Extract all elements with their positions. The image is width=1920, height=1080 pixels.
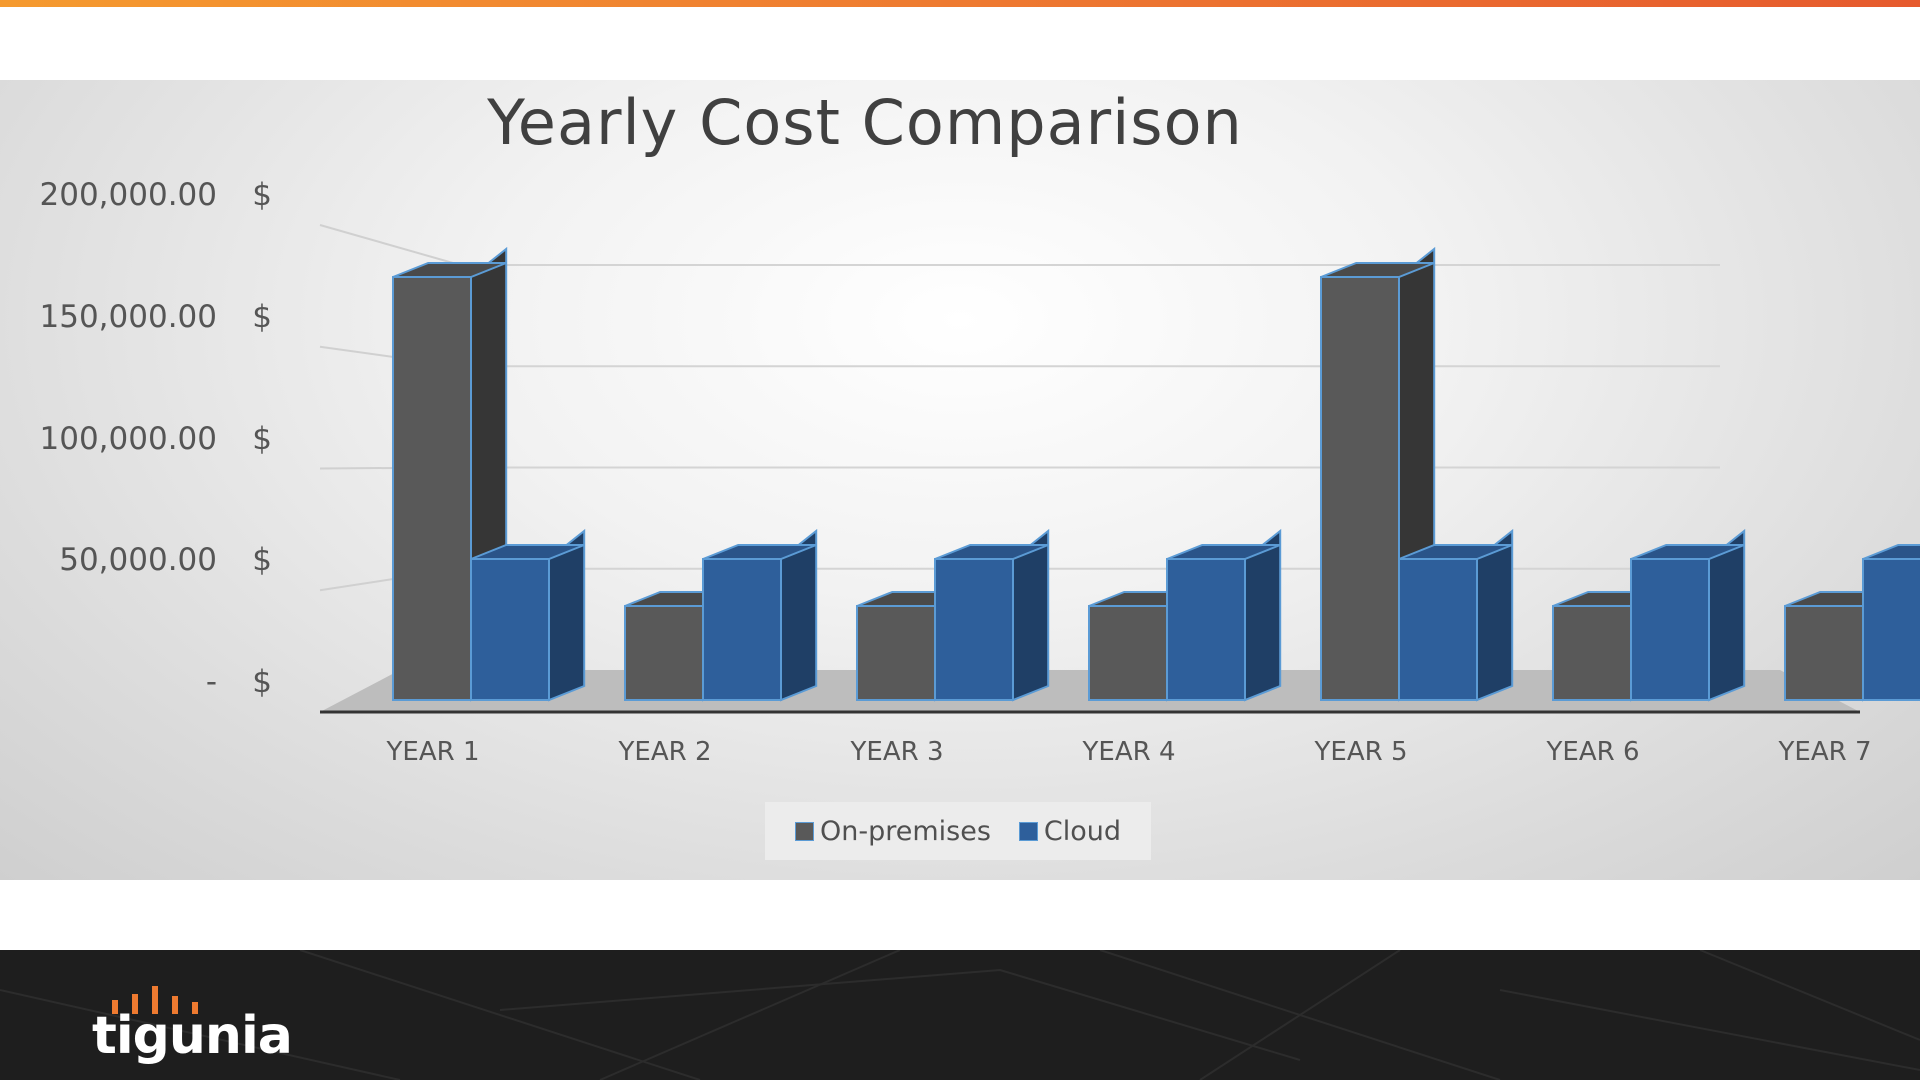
x-tick-label: YEAR 4 bbox=[1082, 737, 1176, 767]
y-tick-label: 50,000.00 $ bbox=[0, 540, 272, 580]
gridline-side bbox=[319, 224, 461, 266]
chart-area: Yearly Cost Comparison 200,000.00 $150,00… bbox=[0, 80, 1920, 880]
bar-cloud-2 bbox=[702, 528, 818, 702]
y-tick-value: 200,000.00 bbox=[39, 177, 218, 213]
y-tick-label: 200,000.00 $ bbox=[0, 175, 273, 215]
y-tick-value: 100,000.00 bbox=[39, 420, 218, 457]
bar-front bbox=[624, 605, 704, 701]
bar-cloud-7 bbox=[1862, 544, 1920, 701]
footer-bar: tigunia bbox=[0, 950, 1920, 1080]
y-tick-currency: $ bbox=[252, 542, 272, 579]
legend-item-on-premises: On-premises bbox=[794, 815, 991, 847]
legend-label-on-premises: On-premises bbox=[819, 815, 991, 847]
y-tick-currency: $ bbox=[252, 420, 272, 457]
y-tick-label: 100,000.00 $ bbox=[0, 419, 273, 459]
y-tick-value: 150,000.00 bbox=[39, 298, 218, 335]
legend-label-cloud: Cloud bbox=[1043, 815, 1122, 847]
bar-front bbox=[934, 558, 1014, 701]
legend-swatch-on-premises bbox=[794, 821, 814, 841]
legend-swatch-cloud bbox=[1018, 821, 1038, 841]
bar-cloud-4 bbox=[1166, 528, 1282, 702]
bar-front bbox=[470, 558, 550, 701]
bar-front bbox=[1320, 276, 1400, 701]
chart-title: Yearly Cost Comparison bbox=[487, 86, 1243, 159]
y-tick-currency: $ bbox=[252, 664, 272, 700]
bar-cloud-5 bbox=[1398, 528, 1514, 702]
chart-legend: On-premises Cloud bbox=[765, 802, 1151, 860]
chart-plot bbox=[319, 224, 1920, 714]
bar-front bbox=[1398, 558, 1478, 701]
top-accent-stripe bbox=[0, 0, 1920, 7]
y-tick-label: - $ bbox=[0, 662, 272, 702]
bar-front bbox=[702, 558, 782, 701]
legend-item-cloud: Cloud bbox=[1018, 815, 1122, 847]
bar-front bbox=[1552, 605, 1632, 701]
bar-front bbox=[1784, 605, 1864, 701]
footer-pattern bbox=[0, 950, 1920, 1080]
equalizer-bars-icon bbox=[112, 986, 198, 1014]
bar-cloud-3 bbox=[934, 528, 1050, 702]
bar-front bbox=[1862, 558, 1920, 701]
y-tick-value: - bbox=[205, 664, 217, 700]
y-tick-currency: $ bbox=[252, 177, 272, 213]
logo-wordmark: tigunia bbox=[92, 1006, 293, 1066]
bar-front bbox=[392, 276, 472, 701]
x-tick-label: YEAR 7 bbox=[1778, 737, 1872, 767]
bar-top bbox=[1862, 544, 1920, 560]
y-tick-label: 150,000.00 $ bbox=[0, 297, 273, 337]
bar-front bbox=[1166, 558, 1246, 701]
bar-cloud-6 bbox=[1630, 528, 1746, 702]
y-tick-value: 50,000.00 bbox=[59, 542, 217, 579]
x-tick-label: YEAR 5 bbox=[1314, 737, 1408, 767]
x-tick-label: YEAR 3 bbox=[850, 737, 944, 767]
bar-on-premises-5 bbox=[1320, 246, 1436, 702]
x-tick-label: YEAR 1 bbox=[386, 737, 480, 767]
x-tick-label: YEAR 6 bbox=[1546, 737, 1640, 767]
bar-front bbox=[1630, 558, 1710, 701]
bar-cloud-1 bbox=[470, 528, 586, 702]
bar-front bbox=[1088, 605, 1168, 701]
y-tick-currency: $ bbox=[252, 298, 272, 335]
x-tick-label: YEAR 2 bbox=[618, 737, 712, 767]
bar-front bbox=[856, 605, 936, 701]
